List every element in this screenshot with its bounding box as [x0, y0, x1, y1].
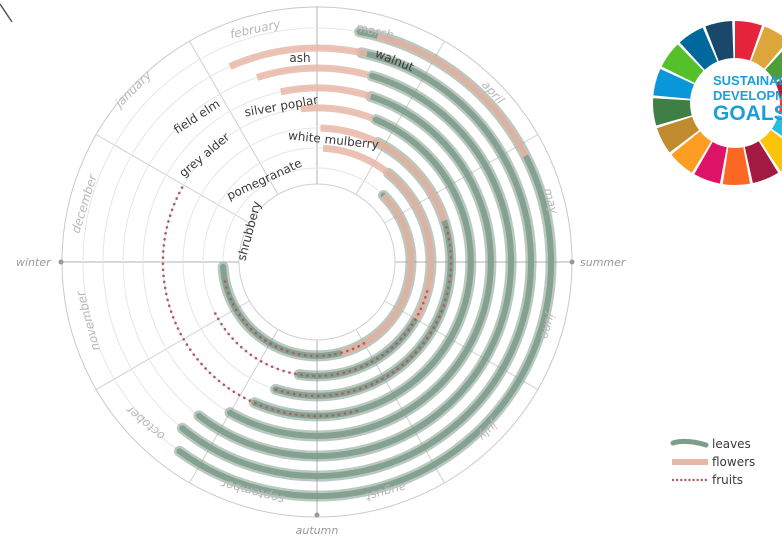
species-label-field-elm: field elm [171, 97, 222, 137]
fruits-arc [211, 290, 429, 378]
winter-dot [58, 259, 64, 265]
summer-dot [569, 259, 575, 265]
leaves-arc-core [179, 49, 535, 480]
season-winter: winter [16, 256, 52, 269]
fruits-arc [222, 275, 366, 358]
flowers-arc [256, 64, 369, 81]
flowers-arc [320, 124, 448, 222]
species-label-grey-alder: grey alder [176, 130, 232, 180]
species-label-silver-poplar: silver poplar [243, 93, 319, 120]
leaves-arc-core [195, 73, 514, 460]
legend-label-fruits: fruits [712, 473, 743, 487]
plant-ring-white-mulberry [270, 124, 457, 402]
plant-ring-shrubbery [217, 190, 417, 362]
legend: leaves flowers fruits [670, 437, 755, 487]
season-autumn: autumn [296, 524, 339, 537]
legend-swatch-leaves [670, 438, 709, 448]
leaves-arc-core [227, 93, 494, 439]
inner-circle [238, 183, 396, 341]
month-label-september: september [219, 476, 286, 507]
month-divider [355, 329, 445, 484]
plant-rings [161, 26, 557, 502]
month-divider [384, 300, 539, 390]
plant-ring-walnut [174, 26, 557, 502]
flowers-arc [228, 44, 368, 70]
sdg-wheel-icon: SUSTAINABLE DEVELOPMENT GOALS [653, 21, 782, 185]
month-label-june: june [538, 310, 559, 341]
month-divider [355, 40, 445, 195]
sdg-line-1: SUSTAINABLE [713, 73, 782, 88]
flowers-arc [340, 193, 415, 357]
flowers-arc [376, 32, 529, 158]
fruits-arc [274, 226, 453, 398]
sdg-line-2: DEVELOPMENT [713, 88, 782, 103]
season-summer: summer [580, 256, 627, 269]
plant-ring-silver-poplar [224, 84, 497, 442]
month-divider [95, 300, 250, 390]
month-label-january: january [111, 68, 155, 112]
month-divider [189, 329, 279, 484]
autumn-dot [314, 512, 320, 518]
season-markers: winter summer autumn [16, 256, 627, 537]
plant-ring-field-elm [193, 64, 517, 462]
sdg-line-3: GOALS [713, 102, 782, 125]
plant-ring-pomegranate [211, 144, 437, 382]
cropped-mark [0, 3, 13, 23]
month-label-november: november [73, 289, 103, 353]
month-divider [384, 134, 539, 224]
flowers-arc [280, 84, 372, 100]
month-label-may: may [541, 187, 562, 217]
month-divider [189, 40, 279, 195]
legend-label-flowers: flowers [712, 455, 755, 469]
month-divider [95, 134, 250, 224]
month-label-december: december [69, 172, 100, 235]
flowers-arc [300, 104, 374, 122]
species-label-ash: ash [289, 51, 310, 65]
plant-ring-ash [176, 44, 537, 482]
plant-ring-grey-alder [161, 104, 477, 422]
month-label-july: july [475, 417, 502, 444]
legend-label-leaves: leaves [712, 437, 751, 451]
fruits-arc [161, 183, 359, 418]
flowers-arc [322, 144, 435, 321]
